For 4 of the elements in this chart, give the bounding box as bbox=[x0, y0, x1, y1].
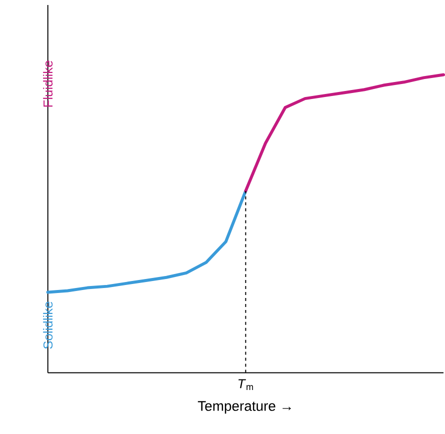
x-axis-title: Temperature → bbox=[198, 401, 291, 414]
annotation: Solidlike bbox=[43, 302, 53, 350]
text: T$_{m}$ bbox=[238, 379, 253, 390]
annotation: Fluidlike bbox=[43, 61, 53, 107]
